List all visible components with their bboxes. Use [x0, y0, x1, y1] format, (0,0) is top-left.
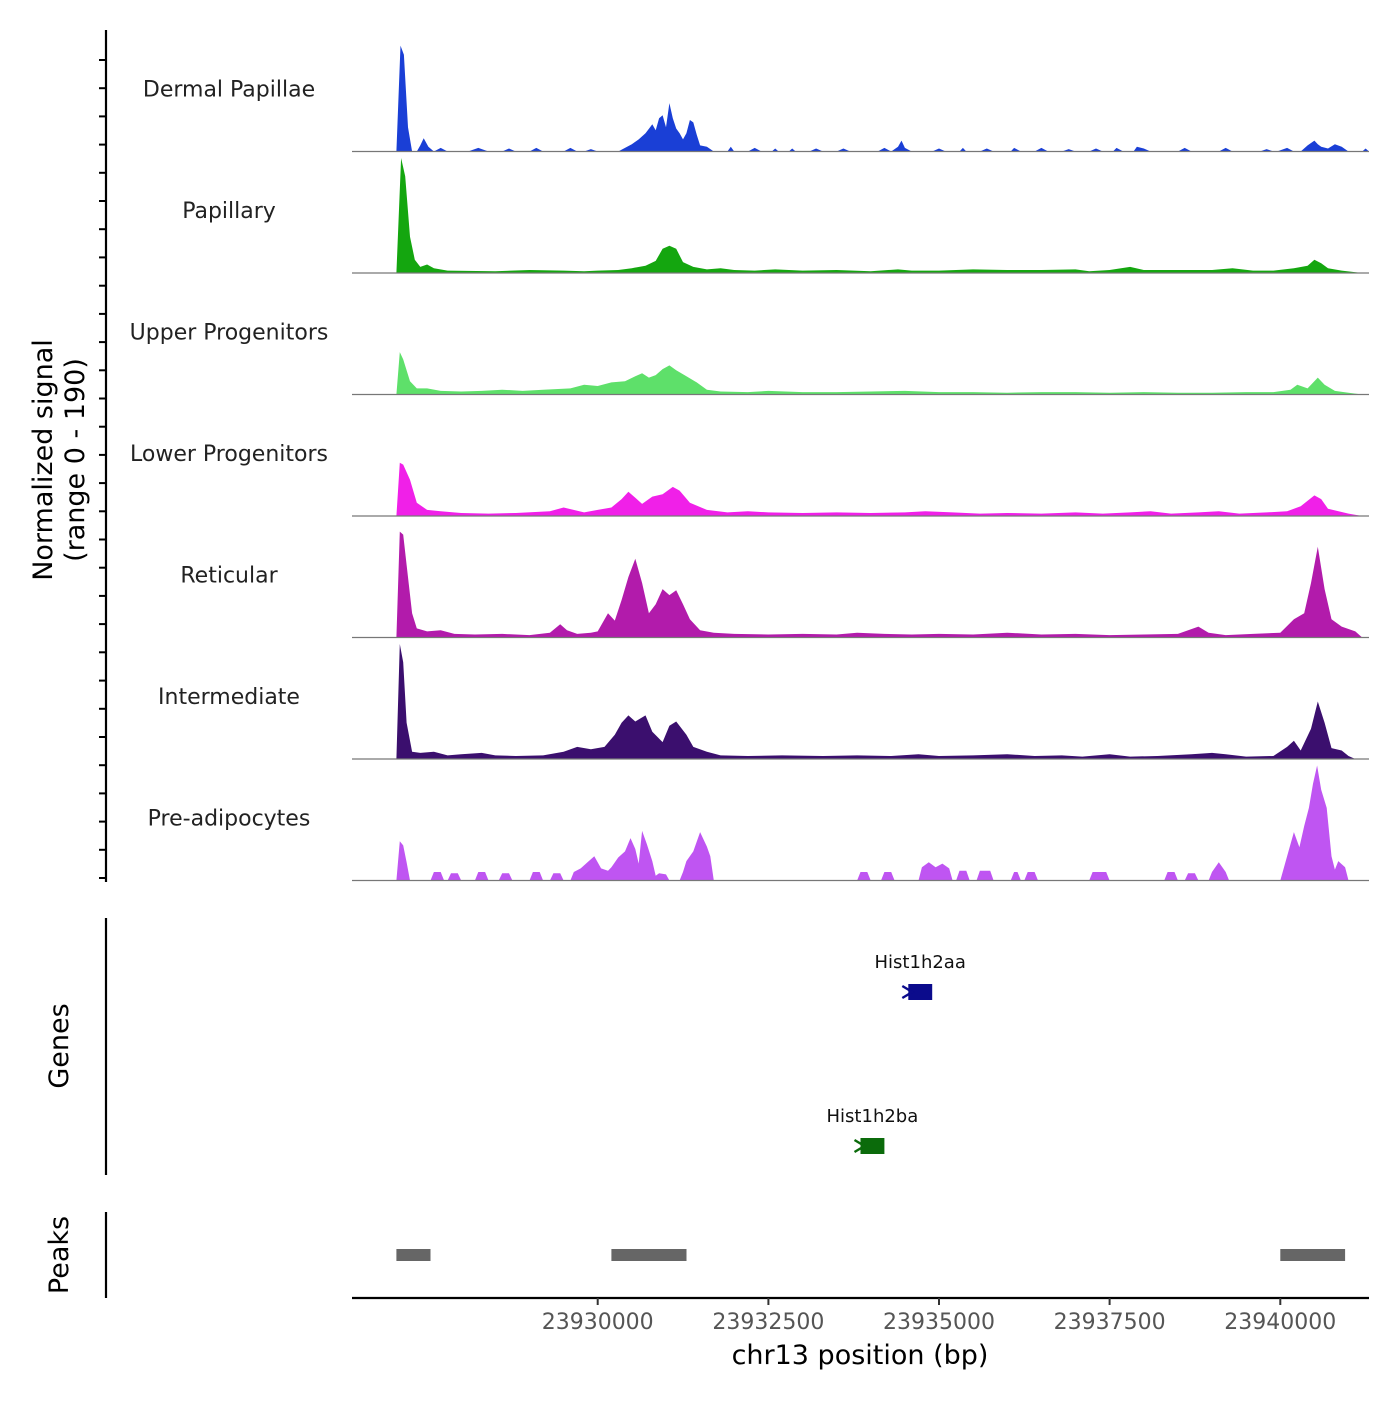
track-label: Papillary	[182, 199, 276, 224]
x-axis-label: chr13 position (bp)	[732, 1340, 989, 1371]
coverage-area	[396, 352, 1363, 395]
coverage-area	[396, 45, 1369, 152]
peak-regions	[396, 1249, 1346, 1261]
track-lower-progenitors: Lower Progenitors	[130, 442, 1369, 517]
x-axis: 23930000 23932500 23935000 23937500 23940000…	[352, 1296, 1369, 1371]
genes-panel-label: Genes	[44, 1003, 75, 1088]
gene-body	[908, 984, 933, 1000]
x-tick-label: 23932500	[712, 1310, 824, 1335]
track-reticular: Reticular	[180, 531, 1369, 639]
x-axis-ticks: 23930000 23932500 23935000 23937500 23940000	[542, 1298, 1336, 1335]
signal-tracks-panel: Normalized signal (range 0 - 190) Dermal…	[28, 30, 1369, 882]
track-pre-adipocytes: Pre-adipocytes	[148, 765, 1369, 882]
track-papillary: Papillary	[182, 158, 1369, 274]
x-tick-label: 23940000	[1224, 1310, 1336, 1335]
peaks-panel: Peaks	[44, 1212, 1346, 1298]
peak-region	[396, 1249, 431, 1261]
track-label: Upper Progenitors	[130, 321, 329, 346]
track-label: Intermediate	[158, 685, 300, 710]
track-label: Pre-adipocytes	[148, 807, 311, 832]
y-axis-label-line1: Normalized signal	[28, 339, 59, 581]
coverage-area	[396, 765, 1349, 881]
track-label: Dermal Papillae	[143, 78, 315, 103]
x-tick-label: 23937500	[1054, 1310, 1166, 1335]
coverage-area	[396, 644, 1356, 759]
gene-annotations: Hist1h2aa Hist1h2ba	[827, 952, 966, 1154]
coverage-area	[396, 462, 1363, 516]
track-label: Lower Progenitors	[130, 442, 328, 467]
gene-hist1h2ba: Hist1h2ba	[827, 1106, 919, 1154]
coverage-area	[396, 531, 1363, 638]
genes-panel: Genes Hist1h2aa Hist1h2ba	[44, 918, 966, 1175]
gene-label: Hist1h2aa	[875, 952, 966, 973]
y-axis-label-line2: (range 0 - 190)	[60, 358, 91, 562]
strand-arrow-icon	[853, 1138, 867, 1154]
track-dermal-papillae: Dermal Papillae	[143, 45, 1369, 153]
signal-y-ticks	[99, 59, 106, 879]
track-intermediate: Intermediate	[158, 644, 1369, 760]
peaks-panel-label: Peaks	[44, 1216, 75, 1294]
gene-label: Hist1h2ba	[827, 1106, 919, 1127]
track-label: Reticular	[180, 564, 278, 589]
gene-body	[860, 1138, 885, 1154]
x-tick-label: 23930000	[542, 1310, 654, 1335]
peak-region	[1280, 1249, 1346, 1261]
x-tick-label: 23935000	[883, 1310, 995, 1335]
strand-arrow-icon	[901, 984, 915, 1000]
coverage-tracks: Dermal Papillae Papillary Upper Progenitor…	[130, 45, 1369, 882]
gene-hist1h2aa: Hist1h2aa	[875, 952, 966, 1000]
peak-region	[611, 1249, 687, 1261]
track-upper-progenitors: Upper Progenitors	[130, 321, 1369, 396]
coverage-area	[396, 158, 1363, 273]
